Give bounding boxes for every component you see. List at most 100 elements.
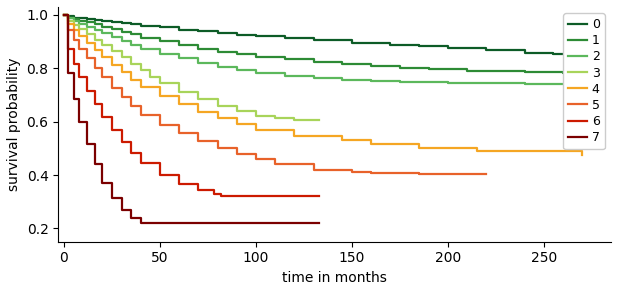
Line: 7: 7 <box>64 15 320 223</box>
3 <box>176 90 183 93</box>
0 <box>252 34 260 38</box>
1 <box>118 30 125 34</box>
6 <box>91 102 98 106</box>
2 <box>339 78 346 81</box>
6 <box>61 13 68 17</box>
1 <box>61 13 68 17</box>
6 <box>316 195 323 198</box>
4 <box>70 28 77 31</box>
3 <box>99 43 106 47</box>
5 <box>310 168 317 172</box>
1 <box>176 43 183 47</box>
4 <box>195 110 202 114</box>
2 <box>83 25 91 28</box>
3 <box>137 68 145 72</box>
1 <box>521 71 528 74</box>
Y-axis label: survival probability: survival probability <box>7 58 21 191</box>
7 <box>137 221 145 225</box>
0 <box>281 37 289 40</box>
5 <box>61 13 68 17</box>
5 <box>233 152 240 155</box>
6 <box>99 116 106 119</box>
2 <box>578 83 586 87</box>
1 <box>214 50 221 53</box>
4 <box>83 41 91 45</box>
4 <box>290 134 298 137</box>
4 <box>91 48 98 52</box>
5 <box>271 162 279 166</box>
2 <box>70 19 77 22</box>
0 <box>415 44 423 47</box>
2 <box>396 80 404 84</box>
5 <box>127 105 135 108</box>
X-axis label: time in months: time in months <box>282 271 387 285</box>
2 <box>118 39 125 43</box>
3 <box>127 62 135 65</box>
3 <box>91 38 98 41</box>
0 <box>64 15 72 18</box>
4 <box>252 128 260 131</box>
3 <box>156 81 164 85</box>
Legend: 0, 1, 2, 3, 4, 5, 6, 7: 0, 1, 2, 3, 4, 5, 6, 7 <box>563 13 605 149</box>
6 <box>83 89 91 93</box>
0 <box>578 54 586 57</box>
5 <box>195 139 202 143</box>
4 <box>339 139 346 142</box>
7 <box>64 71 72 75</box>
Line: 2: 2 <box>64 15 582 85</box>
3 <box>146 75 154 79</box>
3 <box>252 114 260 117</box>
2 <box>127 43 135 47</box>
4 <box>233 123 240 126</box>
6 <box>64 47 72 51</box>
2 <box>75 22 83 25</box>
0 <box>310 39 317 42</box>
1 <box>281 57 289 61</box>
0 <box>214 31 221 35</box>
5 <box>83 56 91 60</box>
0 <box>83 18 91 21</box>
5 <box>348 171 355 174</box>
6 <box>156 173 164 176</box>
Line: 1: 1 <box>64 15 592 74</box>
6 <box>70 62 77 65</box>
2 <box>176 57 183 60</box>
2 <box>64 16 72 20</box>
7 <box>75 121 83 124</box>
2 <box>368 79 375 82</box>
2 <box>310 76 317 80</box>
5 <box>214 146 221 149</box>
4 <box>75 34 83 38</box>
2 <box>99 31 106 35</box>
6 <box>176 182 183 185</box>
5 <box>137 113 145 117</box>
7 <box>118 208 125 212</box>
7 <box>99 181 106 184</box>
6 <box>118 140 125 144</box>
4 <box>127 78 135 81</box>
5 <box>70 38 77 41</box>
1 <box>91 22 98 26</box>
1 <box>339 62 346 66</box>
5 <box>99 76 106 79</box>
0 <box>61 13 68 17</box>
7 <box>316 221 323 225</box>
2 <box>233 68 240 72</box>
3 <box>70 23 77 27</box>
1 <box>83 21 91 24</box>
2 <box>137 47 145 51</box>
1 <box>195 47 202 50</box>
3 <box>316 119 323 122</box>
1 <box>233 53 240 56</box>
7 <box>70 97 77 100</box>
Line: 5: 5 <box>64 15 486 174</box>
0 <box>108 20 116 23</box>
2 <box>444 81 452 85</box>
1 <box>64 16 72 19</box>
0 <box>91 18 98 22</box>
0 <box>70 16 77 19</box>
1 <box>252 55 260 59</box>
7 <box>108 196 116 200</box>
0 <box>127 22 135 26</box>
0 <box>550 53 557 56</box>
